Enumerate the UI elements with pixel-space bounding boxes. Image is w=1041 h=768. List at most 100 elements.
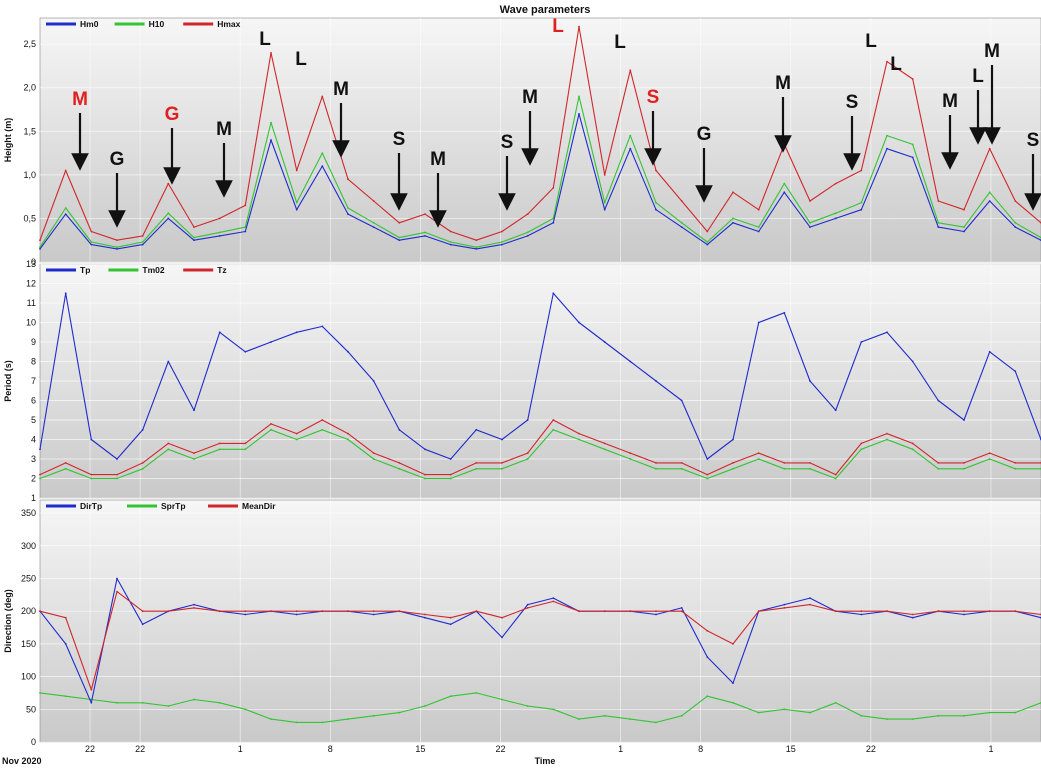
data-point-hmax: [963, 208, 965, 211]
data-point-tm02: [911, 448, 914, 451]
data-point-tp: [501, 438, 503, 441]
data-point-meandir: [295, 610, 298, 613]
legend-label: H10: [149, 19, 165, 29]
data-point-tm02: [347, 438, 349, 441]
y-tick-label: 2: [31, 474, 36, 484]
y-tick-label: 300: [21, 541, 36, 551]
data-point-meandir: [783, 607, 786, 609]
data-point-hmax: [988, 147, 991, 150]
data-point-sprtp: [64, 695, 67, 698]
data-point-tm02: [552, 428, 555, 431]
x-tick-label: 22: [85, 744, 95, 754]
data-point-tp: [526, 419, 529, 421]
data-point-hmax: [475, 239, 478, 242]
annotation-label: M: [72, 89, 88, 110]
annotation-label: S: [501, 132, 514, 153]
data-point-tp: [988, 350, 991, 353]
data-point-tm02: [732, 467, 734, 470]
data-point-hm0: [424, 235, 426, 237]
annotation-label: L: [259, 29, 271, 50]
data-point-hmax: [603, 174, 606, 176]
y-tick-label: 50: [26, 704, 36, 714]
annotation-label: S: [647, 87, 660, 108]
data-point-tm02: [783, 467, 786, 470]
series-line-sprtp: [39, 692, 1041, 723]
data-point-tm02: [963, 467, 965, 470]
data-point-hm0: [449, 243, 452, 246]
data-point-hmax: [321, 95, 324, 98]
data-point-dirtp: [501, 636, 503, 639]
data-point-tz: [1014, 462, 1017, 464]
data-point-h10: [501, 241, 503, 243]
data-point-dirtp: [732, 682, 734, 684]
plot-area: [39, 17, 1041, 263]
annotation-label: L: [552, 16, 564, 37]
data-point-tp: [193, 409, 195, 412]
data-point-tm02: [680, 467, 683, 470]
data-point-hmax: [141, 235, 144, 237]
data-point-hm0: [116, 248, 118, 250]
x-tick-label: 1: [988, 744, 993, 754]
data-point-hmax: [398, 221, 401, 224]
data-point-dirtp: [449, 623, 452, 626]
y-tick-label: 12: [26, 279, 36, 289]
data-point-hmax: [64, 169, 67, 172]
data-point-tm02: [449, 477, 452, 480]
data-point-h10: [578, 95, 580, 98]
y-axis-label: Height (m): [3, 118, 13, 163]
data-point-tz: [834, 473, 837, 476]
data-point-meandir: [218, 610, 221, 613]
data-point-hm0: [706, 243, 709, 246]
data-point-meandir: [988, 610, 991, 613]
data-point-tm02: [244, 448, 247, 451]
data-point-dirtp: [680, 607, 683, 609]
data-point-sprtp: [526, 705, 529, 707]
data-point-hm0: [398, 239, 401, 242]
data-point-dirtp: [809, 597, 811, 599]
data-point-h10: [141, 241, 144, 243]
data-point-sprtp: [167, 705, 170, 707]
annotation-label: S: [846, 92, 859, 113]
data-point-tz: [347, 432, 349, 435]
x-tick-label: 22: [135, 744, 145, 754]
data-point-tz: [321, 419, 324, 421]
annotation-label: M: [942, 91, 958, 112]
data-point-tz: [886, 432, 888, 435]
data-point-hm0: [1014, 226, 1017, 229]
data-point-meandir: [141, 610, 144, 613]
data-point-tz: [218, 442, 221, 445]
data-point-tz: [39, 473, 41, 476]
data-point-tp: [64, 292, 67, 295]
data-point-tp: [475, 428, 478, 431]
legend-label: DirTp: [80, 501, 102, 511]
annotation-label: L: [972, 66, 984, 87]
data-point-hm0: [963, 230, 965, 233]
data-point-tp: [321, 325, 324, 328]
data-point-sprtp: [193, 698, 195, 701]
annotation-label: L: [614, 32, 626, 53]
y-tick-label: 10: [26, 318, 36, 328]
data-point-meandir: [552, 600, 555, 603]
y-tick-label: 9: [31, 337, 36, 347]
y-tick-label: 350: [21, 508, 36, 518]
x-tick-label: 1: [238, 744, 243, 754]
x-axis-label: Time: [535, 756, 556, 766]
plot-area: [39, 499, 1041, 743]
data-point-meandir: [809, 603, 811, 606]
data-point-tm02: [90, 477, 93, 480]
data-point-tz: [911, 442, 914, 445]
data-point-dirtp: [116, 577, 118, 580]
data-point-dirtp: [706, 656, 709, 658]
y-tick-label: 3: [31, 454, 36, 464]
data-point-hmax: [347, 178, 349, 181]
data-point-tz: [501, 462, 503, 464]
data-point-dirtp: [64, 643, 67, 645]
annotation-label: G: [110, 149, 125, 170]
data-point-tp: [706, 458, 709, 460]
y-tick-label: 4: [31, 435, 36, 445]
data-point-h10: [963, 226, 965, 229]
data-point-hm0: [937, 226, 940, 229]
data-point-meandir: [398, 610, 401, 613]
data-point-hmax: [90, 230, 93, 233]
